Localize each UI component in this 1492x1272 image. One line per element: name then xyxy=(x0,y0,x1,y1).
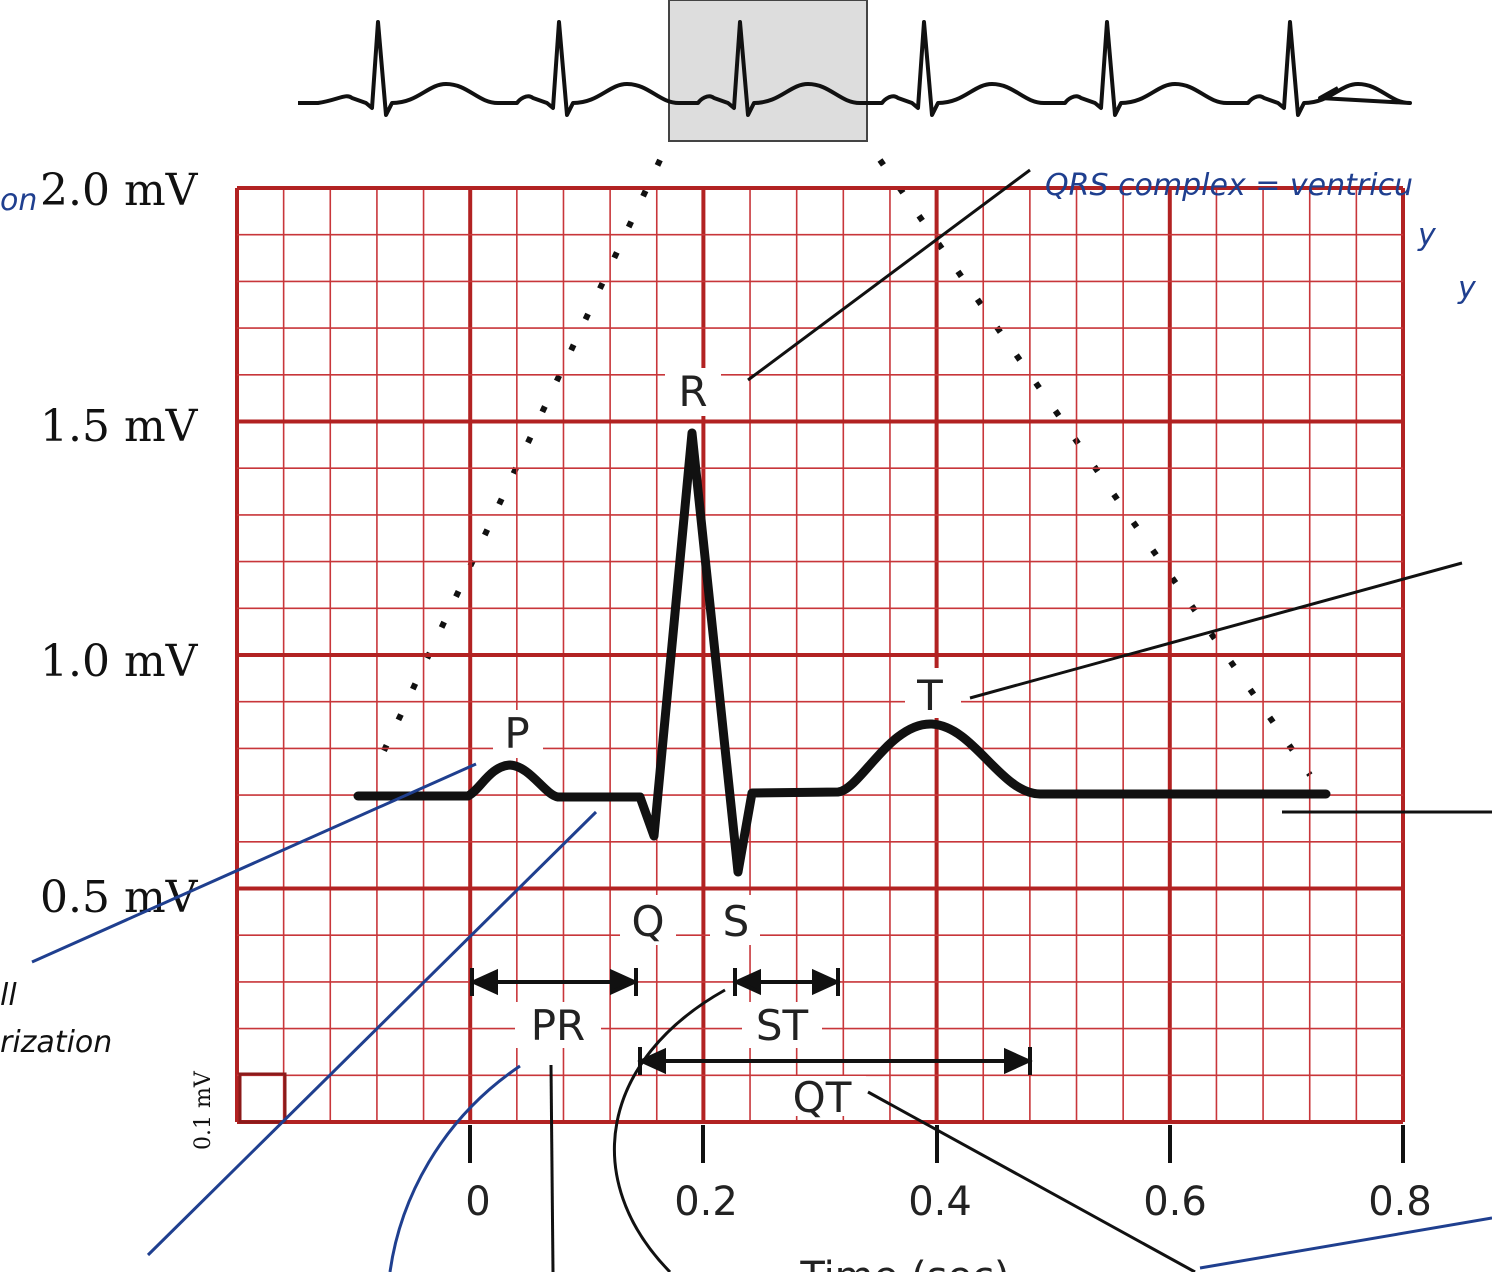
qt-arrow-left xyxy=(637,1047,666,1075)
rhythm-strip-trace xyxy=(298,20,1412,117)
qt-pointer xyxy=(867,1090,1196,1272)
left-handwritten-note-top: on xyxy=(0,183,37,218)
qt-label-bg xyxy=(780,1076,866,1116)
x-axis-title: Time (sec) xyxy=(799,1254,1009,1272)
st-label-bg xyxy=(742,1002,822,1048)
interval-markers xyxy=(469,968,1033,1075)
t-label-bg xyxy=(905,668,961,718)
left-handwritten-note-bottom-1: ll xyxy=(0,978,17,1013)
st-arrow-right xyxy=(812,968,841,996)
ecg-grid xyxy=(235,186,1405,1124)
x-axis: 0 0.2 0.4 0.6 0.8 Time (sec) xyxy=(465,1125,1432,1272)
qt-arrow-right xyxy=(1004,1047,1033,1075)
st-segment-pointer xyxy=(612,988,726,1272)
left-handwritten-note-bottom-2: rization xyxy=(0,1025,112,1060)
x-tick-label-0-8: 0.8 xyxy=(1368,1179,1432,1225)
t-wave-label: T xyxy=(916,671,943,720)
x-tick-label-0-6: 0.6 xyxy=(1143,1179,1207,1225)
right-handwritten-note-2: y xyxy=(1457,271,1477,306)
q-label-bg xyxy=(620,895,676,945)
annotation-lines-blue xyxy=(31,762,1492,1272)
p-wave-label: P xyxy=(504,709,529,758)
qt-interval-label: QT xyxy=(793,1073,852,1122)
y-label-1-0: 1.0 mV xyxy=(40,636,199,687)
annotation-lines-black xyxy=(549,168,1492,1272)
scale-box: 0.1 mV xyxy=(191,1070,287,1150)
y-label-0-5: 0.5 mV xyxy=(40,872,199,923)
r-wave-label: R xyxy=(678,367,707,416)
pr-interval-label: PR xyxy=(531,1001,586,1050)
scale-box-square xyxy=(238,1072,287,1124)
highlight-box xyxy=(668,0,868,142)
x-tick-label-0: 0 xyxy=(465,1179,490,1225)
x-tick-label-0-4: 0.4 xyxy=(908,1179,972,1225)
y-axis-labels: 2.0 mV 1.5 mV 1.0 mV 0.5 mV xyxy=(40,165,199,923)
st-arrow-left xyxy=(732,968,761,996)
wave-labels: R P T Q S xyxy=(493,367,961,946)
st-interval-label: ST xyxy=(756,1001,809,1050)
s-wave-label: S xyxy=(723,897,750,946)
s-label-bg xyxy=(710,895,760,945)
p-label-bg xyxy=(493,710,543,758)
scale-box-label: 0.1 mV xyxy=(191,1070,216,1150)
pr-label-bg xyxy=(515,1002,601,1048)
p-wave-pointer-blue xyxy=(31,762,477,964)
interval-labels: PR ST QT xyxy=(515,1001,866,1122)
q-wave-label: Q xyxy=(631,897,664,946)
pr-segment-pointer-blue xyxy=(146,810,598,1257)
qrs-pointer xyxy=(747,168,1031,382)
ecg-trace xyxy=(353,428,1331,877)
pr-arrow-left xyxy=(469,968,498,996)
right-handwritten-note-1: y xyxy=(1417,218,1437,253)
pr-segment-pointer xyxy=(549,1064,555,1272)
pr-interval-pointer-blue xyxy=(388,1064,521,1272)
handwritten-notes-black: ll rization xyxy=(0,978,112,1060)
y-label-2-0: 2.0 mV xyxy=(40,165,199,216)
y-label-1-5: 1.5 mV xyxy=(40,401,199,452)
rhythm-strip xyxy=(298,0,1412,777)
pr-arrow-right xyxy=(610,968,639,996)
r-label-bg xyxy=(665,368,721,416)
qrs-handwritten-note: QRS complex = ventricu xyxy=(1045,168,1413,203)
x-tick-label-0-2: 0.2 xyxy=(674,1179,738,1225)
handwritten-notes: QRS complex = ventricu on y y xyxy=(0,168,1477,306)
qt-pointer-blue xyxy=(1199,1216,1492,1270)
t-pointer xyxy=(969,561,1463,700)
